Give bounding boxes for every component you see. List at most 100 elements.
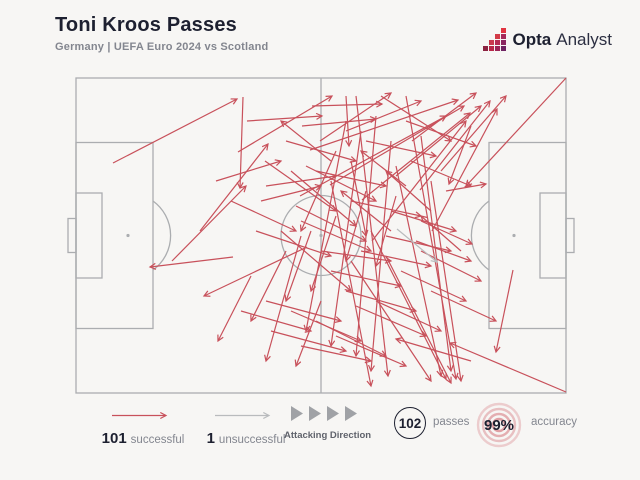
left-penalty-area bbox=[75, 141, 154, 330]
pass-arrow-successful bbox=[240, 96, 243, 188]
pass-arrow-successful bbox=[246, 116, 322, 122]
pass-arrow-successful bbox=[411, 93, 476, 142]
pass-arrow-successful bbox=[301, 119, 376, 127]
center-spot bbox=[319, 233, 323, 238]
successful-label: successful bbox=[130, 434, 185, 446]
pass-arrow-successful bbox=[331, 130, 362, 346]
passes-count-badge: 102 bbox=[394, 407, 426, 439]
pass-arrow-successful bbox=[240, 310, 311, 331]
pass-arrow-successful bbox=[440, 96, 506, 172]
pass-arrow-successful bbox=[270, 330, 346, 351]
pass-arrow-successful bbox=[251, 250, 287, 321]
pass-arrow-successful bbox=[370, 230, 446, 379]
pass-arrow-successful bbox=[199, 144, 268, 232]
pass-arrow-successful bbox=[346, 190, 367, 261]
pass-arrow-successful bbox=[265, 300, 341, 321]
pass-arrow-successful bbox=[171, 186, 246, 262]
pass-arrow-successful bbox=[301, 150, 337, 231]
pass-arrow-successful bbox=[445, 184, 486, 192]
pass-arrow-successful bbox=[365, 140, 436, 156]
pass-arrow-successful bbox=[371, 140, 392, 371]
legend-unsuccessful: 1 unsuccessful bbox=[190, 408, 302, 448]
pass-arrow-successful bbox=[449, 125, 472, 184]
pass-arrow-successful bbox=[395, 165, 441, 376]
pass-arrow-successful bbox=[260, 186, 321, 202]
pass-arrow-successful bbox=[264, 160, 336, 211]
pass-arrow-successful bbox=[330, 180, 371, 386]
unsuccessful-label: unsuccessful bbox=[218, 434, 286, 446]
left-penalty-arc bbox=[152, 200, 172, 271]
pass-arrow-successful bbox=[350, 160, 366, 236]
right-penalty-area bbox=[488, 141, 567, 330]
header: Toni Kroos Passes Germany | UEFA Euro 20… bbox=[55, 14, 268, 53]
logo-text-analyst: Analyst bbox=[556, 29, 612, 49]
pass-arrow-successful bbox=[396, 339, 472, 362]
legend-attacking-direction: Attacking Direction bbox=[284, 405, 371, 441]
pass-arrow-successful bbox=[385, 255, 451, 383]
pass-arrow-successful bbox=[496, 269, 514, 352]
logo-text-opta: Opta bbox=[512, 29, 552, 49]
left-goal bbox=[67, 217, 77, 254]
unsuccessful-arrow-icon bbox=[215, 410, 279, 421]
right-penalty-arc bbox=[470, 200, 490, 271]
pass-arrow-successful bbox=[266, 235, 302, 361]
pass-arrow-successful bbox=[315, 320, 386, 356]
left-penalty-spot bbox=[126, 233, 130, 238]
pass-arrow-successful bbox=[345, 290, 416, 311]
pass-arrow-successful bbox=[204, 246, 308, 296]
pass-arrow-successful bbox=[415, 240, 471, 261]
pass-arrow-successful bbox=[300, 345, 371, 361]
pass-arrow-successful bbox=[355, 95, 388, 376]
accuracy-badge: 99% bbox=[476, 402, 522, 448]
pitch-outline bbox=[67, 77, 575, 394]
pass-arrow-successful bbox=[286, 230, 312, 301]
pass-arrow-successful bbox=[300, 220, 371, 251]
pass-arrow-successful bbox=[285, 140, 356, 161]
accuracy-label: accuracy bbox=[531, 416, 578, 428]
pass-arrow-successful bbox=[405, 95, 456, 379]
passes-label: passes bbox=[433, 416, 470, 428]
pass-arrow-successful bbox=[421, 216, 462, 252]
pass-arrow-successful bbox=[395, 106, 481, 177]
pass-arrow-successful bbox=[430, 180, 461, 381]
pass-arrow-successful bbox=[405, 120, 476, 146]
page-title: Toni Kroos Passes bbox=[55, 14, 237, 36]
pass-arrow-successful bbox=[346, 95, 349, 146]
pass-arrow-successful bbox=[295, 205, 366, 241]
unsuccessful-count: 1 bbox=[206, 430, 215, 447]
pass-arrow-successful bbox=[112, 99, 237, 164]
right-six-yard-box bbox=[539, 192, 567, 279]
pass-arrow-successful bbox=[218, 275, 252, 341]
pass-arrow-successful bbox=[385, 235, 451, 251]
pass-arrow-successful bbox=[360, 250, 431, 266]
pass-arrow-successful bbox=[215, 161, 281, 182]
pass-arrow-successful bbox=[150, 256, 234, 267]
pass-arrow-successful bbox=[466, 77, 567, 186]
pass-arrow-successful bbox=[355, 305, 426, 336]
accuracy-rings-icon bbox=[476, 402, 522, 448]
pass-arrow-successful bbox=[330, 270, 401, 286]
pass-arrow-successful bbox=[410, 160, 471, 186]
passes-count: 102 bbox=[398, 415, 422, 431]
successful-count: 101 bbox=[101, 430, 127, 447]
pass-arrow-successful bbox=[320, 250, 391, 261]
opta-logo-icon bbox=[482, 28, 506, 51]
right-penalty-spot bbox=[512, 233, 516, 238]
legend-successful: 101 successful bbox=[84, 408, 202, 448]
pass-arrow-successful bbox=[265, 176, 336, 187]
pass-arrow-successful bbox=[335, 335, 406, 366]
pass-arrow-successful bbox=[419, 101, 490, 191]
pass-arrow-successful bbox=[450, 343, 567, 393]
pass-arrow-successful bbox=[255, 230, 331, 256]
pass-arrow-successful bbox=[386, 171, 432, 212]
pass-arrow-successful bbox=[390, 210, 456, 231]
pass-arrow-successful bbox=[296, 300, 322, 366]
pass-arrow-successful bbox=[345, 101, 421, 132]
pass-arrow-successful bbox=[361, 151, 407, 187]
pass-arrow-successful bbox=[376, 195, 397, 266]
pass-arrow-successful bbox=[341, 191, 392, 232]
pass-arrow-successful bbox=[420, 220, 472, 244]
pass-arrow-successful bbox=[400, 270, 466, 301]
pass-arrow-unsuccessful bbox=[396, 228, 437, 262]
pass-arrow-successful bbox=[230, 200, 296, 231]
